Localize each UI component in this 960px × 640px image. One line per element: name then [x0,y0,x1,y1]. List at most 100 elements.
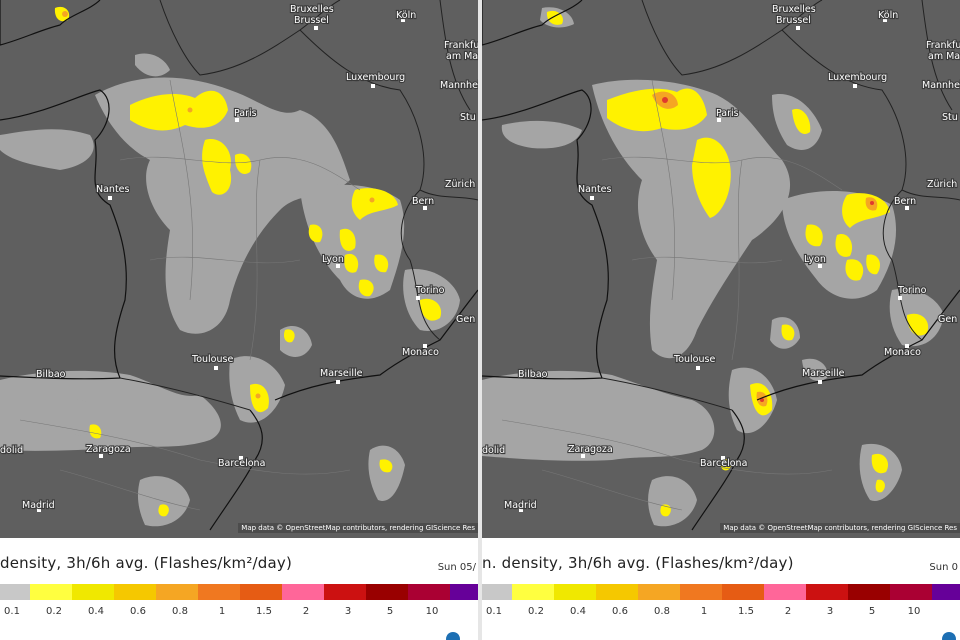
legend-tick-label: 5 [868,606,876,617]
city-label-mannheim: Mannhei [922,80,960,91]
city-label-valladolid: dolid [482,445,505,456]
city-label-barcelona: Barcelona [700,458,747,469]
legend-tick-label: 2 [302,606,310,617]
legend-swatch [282,584,324,600]
legend-swatch [482,584,512,600]
city-label-stuttgart: Stu [942,112,958,123]
city-label-bruxelles: Bruxelles [290,4,334,15]
city-label-luxembourg: Luxembourg [828,72,887,83]
city-label-genova: Gen [456,314,475,325]
map-attribution[interactable]: Map data © OpenStreetMap contributors, r… [238,523,478,533]
legend-tick-label: 1.5 [738,606,754,617]
legend-tick-label: 0.2 [528,606,544,617]
city-label-madrid: Madrid [504,500,537,511]
legend-title: density, 3h/6h avg. (Flashes/km²/day) [0,554,293,572]
legend-tick-label: 10 [907,606,921,617]
city-label-bilbao: Bilbao [518,369,548,380]
legend-swatch [554,584,596,600]
city-label-bilbao: Bilbao [36,369,66,380]
lightning-map-left[interactable]: Bruxelles Brussel Köln Frankfu am Mai Lu… [0,0,478,535]
legend-tick-label: 3 [344,606,352,617]
legend-tick-label: 0.6 [130,606,146,617]
panel-divider [478,0,482,640]
legend-tick-label: 1 [700,606,708,617]
map-attribution[interactable]: Map data © OpenStreetMap contributors, r… [720,523,960,533]
legend-left: density, 3h/6h avg. (Flashes/km²/day) Su… [0,538,478,640]
legend-tick-label: 0.6 [612,606,628,617]
city-label-mannheim: Mannhei [440,80,478,91]
legend-swatch [806,584,848,600]
legend-swatch [366,584,408,600]
legend-swatch [0,584,30,600]
legend-tick-label: 0.1 [4,606,20,617]
city-label-nantes: Nantes [96,184,130,195]
legend-date: Sun 05/ [437,562,476,573]
legend-swatch [156,584,198,600]
legend-date: Sun 0 [929,562,958,573]
city-label-monaco: Monaco [402,347,439,358]
legend-tick-label: 1.5 [256,606,272,617]
city-label-valladolid: dolid [0,445,23,456]
city-label-toulouse: Toulouse [673,354,715,365]
city-label-bruxelles: Bruxelles [772,4,816,15]
legend-swatch [240,584,282,600]
city-label-bern: Bern [412,196,434,207]
city-label-koln: Köln [396,10,416,21]
map-panel-right: Bruxelles Brussel Köln Frankfu am Mai Lu… [482,0,960,640]
city-label-lyon: Lyon [322,254,344,265]
legend-swatch [512,584,554,600]
city-label-brussel: Brussel [294,15,329,26]
city-label-koln: Köln [878,10,898,21]
city-label-torino: Torino [897,285,927,296]
logo-icon [942,632,956,640]
city-label-marseille: Marseille [802,368,845,379]
city-labels: Bruxelles Brussel Köln Frankfu am Mai Lu… [482,3,960,512]
city-label-zurich: Zürich [927,179,957,190]
city-label-zaragoza: Zaragoza [86,444,131,455]
legend-tick-label: 0.2 [46,606,62,617]
city-label-frankfurt: Frankfu [444,40,478,51]
city-label-torino: Torino [415,285,445,296]
lightning-map-right[interactable]: Bruxelles Brussel Köln Frankfu am Mai Lu… [482,0,960,535]
city-label-luxembourg: Luxembourg [346,72,405,83]
city-label-am-main: am Mai [928,51,960,62]
city-label-monaco: Monaco [884,347,921,358]
city-labels: Bruxelles Brussel Köln Frankfu am Mai Lu… [0,3,478,512]
legend-swatch [408,584,450,600]
legend-tick-label: 5 [386,606,394,617]
legend-swatch [114,584,156,600]
city-label-stuttgart: Stu [460,112,476,123]
city-label-paris: Paris [234,108,257,119]
city-label-madrid: Madrid [22,500,55,511]
legend-color-bar [0,584,478,600]
legend-swatch [848,584,890,600]
legend-swatch [596,584,638,600]
city-label-brussel: Brussel [776,15,811,26]
legend-right: n. density, 3h/6h avg. (Flashes/km²/day)… [482,538,960,640]
logo-icon [446,632,460,640]
legend-swatch [764,584,806,600]
legend-swatch [198,584,240,600]
city-label-nantes: Nantes [578,184,612,195]
legend-tick-label: 0.4 [88,606,104,617]
legend-swatch [324,584,366,600]
city-label-marseille: Marseille [320,368,363,379]
legend-color-bar [482,584,960,600]
legend-tick-label: 0.8 [172,606,188,617]
city-label-toulouse: Toulouse [191,354,233,365]
legend-tick-label: 10 [425,606,439,617]
city-label-am-main: am Mai [446,51,478,62]
legend-tick-label: 0.4 [570,606,586,617]
legend-swatch [890,584,932,600]
city-label-paris: Paris [716,108,739,119]
city-label-lyon: Lyon [804,254,826,265]
city-label-zaragoza: Zaragoza [568,444,613,455]
legend-swatch [932,584,960,600]
city-label-genova: Gen [938,314,957,325]
legend-swatch [30,584,72,600]
legend-tick-label: 1 [218,606,226,617]
legend-tick-label: 0.1 [486,606,502,617]
legend-swatch [72,584,114,600]
legend-swatch [722,584,764,600]
legend-tick-label: 3 [826,606,834,617]
